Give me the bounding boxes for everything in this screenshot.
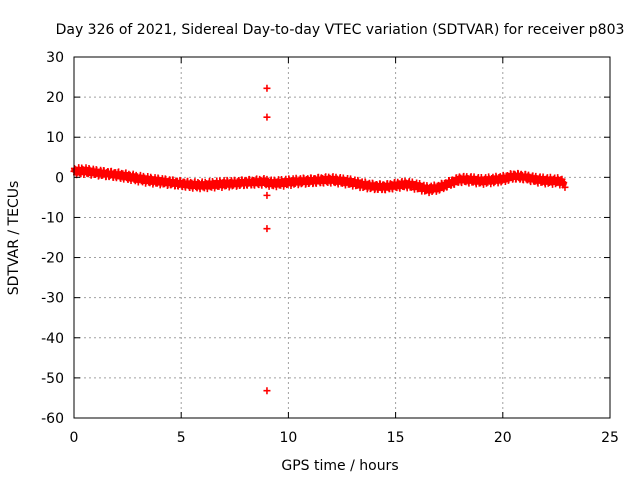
outlier-point [263,191,271,199]
x-tick-label: 20 [494,430,512,446]
y-tick-label: -30 [41,291,64,307]
chart-title: Day 326 of 2021, Sidereal Day-to-day VTE… [56,22,625,38]
y-tick-label: 20 [46,90,64,106]
outlier-point [263,113,271,121]
outlier-point [71,166,79,174]
data-points [70,84,569,395]
y-tick-label: 10 [46,130,64,146]
outlier-point [263,387,271,395]
outlier-point [263,225,271,233]
data-point [560,179,568,187]
y-tick-label: -50 [41,371,64,387]
plot-frame [73,56,611,419]
x-tick-label: 25 [601,430,619,446]
x-tick-label: 0 [70,430,79,446]
y-tick-label: -20 [41,251,64,267]
y-tick-label: 0 [55,170,64,186]
outlier-point [561,183,569,191]
axis-ticks: 0 5 10 15 20 25 -60 -50 -40 -30 -20 -10 0 10 20 30 [41,50,619,446]
outlier-point [263,84,271,92]
x-tick-label: 10 [279,430,297,446]
y-axis-label: SDTVAR / TECUs [6,181,22,296]
y-tick-label: -40 [41,331,64,347]
y-tick-label: -10 [41,210,64,226]
x-tick-label: 5 [177,430,186,446]
x-tick-label: 15 [387,430,405,446]
x-axis-label: GPS time / hours [281,458,398,474]
y-tick-label: 30 [46,50,64,66]
y-tick-label: -60 [41,411,64,427]
